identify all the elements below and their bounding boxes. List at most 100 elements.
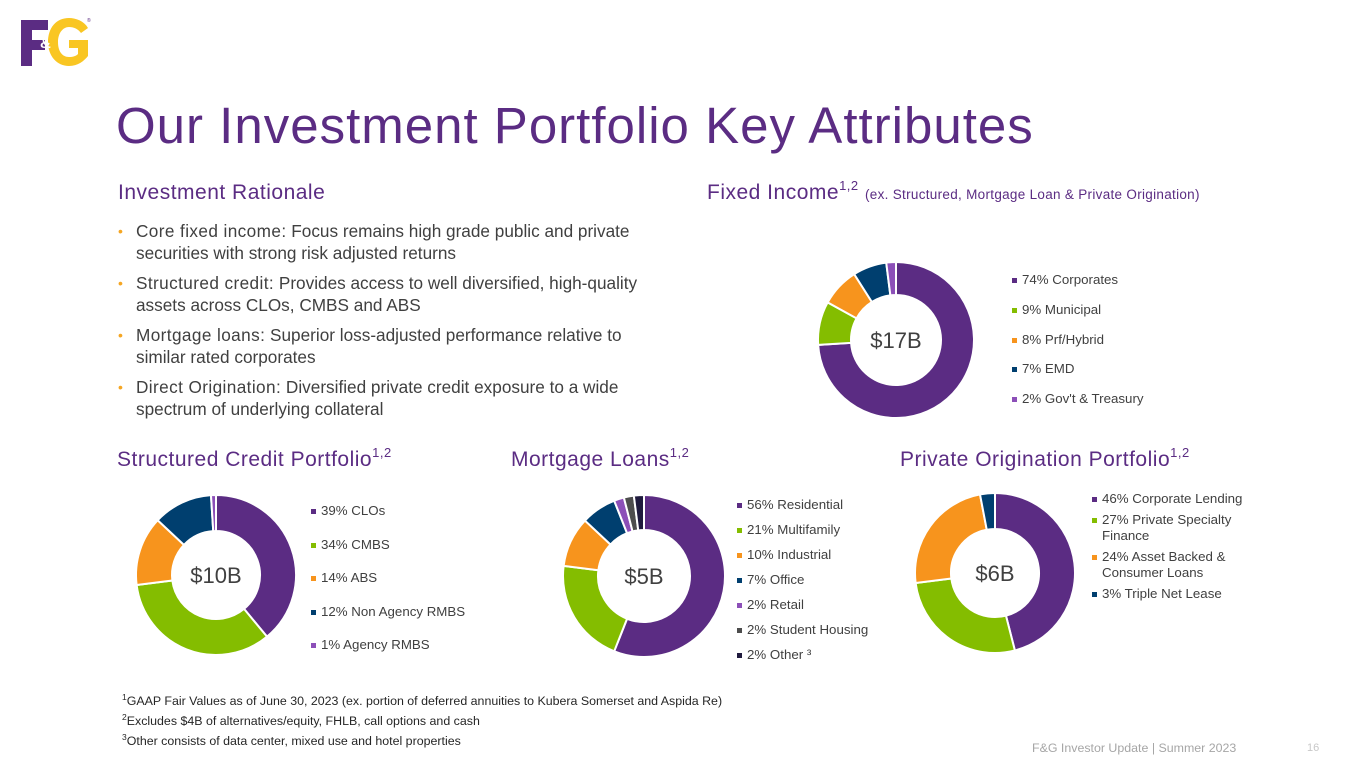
footnote: 2Excludes $4B of alternatives/equity, FH… [122,711,480,728]
legend-swatch [311,509,316,514]
legend-swatch [311,609,316,615]
investment-rationale-heading: Investment Rationale [118,181,326,204]
legend-label: 56% Residential [747,497,844,512]
legend-swatch [311,643,316,648]
bullet-dot-icon: • [118,327,123,343]
legend-item: 7% EMD [1012,361,1144,378]
legend-label: 39% CLOs [321,503,386,518]
bullet-dot-icon: • [118,275,123,291]
legend-item: 74% Corporates [1012,272,1144,289]
legend-swatch [1092,517,1097,523]
legend-label: 9% Municipal [1022,301,1102,317]
legend-item: 21% Multifamily [737,522,868,539]
legend-item: 2% Retail [737,597,868,614]
donut-slice-structured-0 [215,493,297,639]
donut-slice-fixed_income-4 [885,260,897,297]
legend-swatch [311,576,316,581]
legend-swatch [737,578,742,583]
legend-item: 14% ABS [311,570,465,587]
legend-label: 27% Private Specialty Finance [1102,511,1232,544]
legend-swatch [737,653,742,658]
donut-slice-private-3 [978,491,996,531]
legend-item: 2% Other ³ [737,647,868,664]
legend-label: 7% Office [747,572,805,587]
legend-item: 2% Student Housing [737,622,868,639]
page-number: 16 [1307,742,1320,754]
private-origination-heading: Private Origination Portfolio1,2 [900,445,1190,471]
page-title: Our Investment Portfolio Key Attributes [116,97,1034,154]
legend-item: 56% Residential [737,497,868,514]
legend-swatch [1012,367,1017,373]
legend-swatch [311,542,316,548]
legend-item: 46% Corporate Lending [1092,491,1252,508]
donut-slice-fixed_income-0 [817,260,975,419]
legend-label: 7% EMD [1022,361,1075,377]
legend-label: 14% ABS [321,570,378,585]
donut-slice-private-0 [994,491,1076,652]
donut-center-label: $6B [975,561,1014,586]
legend-item: 27% Private Specialty Finance [1092,512,1252,545]
legend-swatch [1092,554,1097,560]
fixed-income-heading: Fixed Income1,2 (ex. Structured, Mortgag… [707,178,1200,204]
legend-item: 24% Asset Backed & Consumer Loans [1092,549,1252,582]
legend-item: 2% Gov't & Treasury [1012,391,1144,408]
structured-credit-legend: 39% CLOs 34% CMBS 14% ABS 12% Non Agency RM… [311,503,465,654]
donut-slice-structured-4 [209,493,217,533]
legend-label: 12% Non Agency RMBS [321,603,466,619]
mortgage-loans-legend: 56% Residential 21% Multifamily 10% Indust… [737,497,868,664]
rationale-list: • Core fixed income: Focus remains high g… [118,220,658,428]
legend-label: 34% CMBS [321,536,390,552]
donut-center-label: $5B [624,564,663,589]
mortgage-loans-heading: Mortgage Loans1,2 [511,445,690,471]
legend-item: 39% CLOs [311,503,465,520]
legend-swatch [737,528,742,533]
legend-item: 34% CMBS [311,537,465,554]
svg-text:®: ® [87,17,91,24]
legend-swatch [1092,497,1097,502]
fixed-income-legend: 74% Corporates 9% Municipal 8% Prf/Hybrid 7… [1012,272,1144,408]
legend-item: 7% Office [737,572,868,589]
fixed-income-donut-chart: $17B [817,260,975,419]
rationale-item: • Direct Origination: Diversified private… [118,377,619,419]
legend-label: 2% Student Housing [747,622,869,637]
legend-label: 3% Triple Net Lease [1102,585,1222,601]
footnotes: 1GAAP Fair Values as of June 30, 2023 (e… [122,690,722,749]
legend-item: 12% Non Agency RMBS [311,604,465,621]
rationale-item: • Structured credit: Provides access to w… [118,273,638,315]
rationale-item: • Mortgage loans: Superior loss-adjusted … [118,325,622,367]
legend-swatch [737,503,742,508]
legend-label: 8% Prf/Hybrid [1022,331,1105,347]
legend-swatch [1012,278,1017,283]
legend-swatch [737,553,742,558]
legend-item: 9% Municipal [1012,302,1144,319]
structured-credit-donut-chart: $10B [135,493,297,656]
donut-slice-private-1 [914,577,1017,654]
legend-item: 10% Industrial [737,547,868,564]
structured-credit-heading: Structured Credit Portfolio1,2 [117,445,392,471]
mortgage-loans-donut-chart: $5B [562,493,726,658]
legend-label: 2% Other ³ [747,647,812,662]
legend-label: 2% Retail [747,597,804,612]
legend-label: 46% Corporate Lending [1102,491,1243,506]
legend-label: 1% Agency RMBS [321,637,430,652]
legend-label: 10% Industrial [747,547,832,562]
svg-text:&: & [40,35,51,52]
footnote: 1GAAP Fair Values as of June 30, 2023 (e… [122,692,723,709]
donut-slice-mortgage-0 [612,493,726,658]
private-origination-legend: 46% Corporate Lending 27% Private Special… [1092,491,1252,606]
bullet-dot-icon: • [118,379,123,395]
donut-slice-mortgage-6 [632,493,645,532]
legend-label: 2% Gov't & Treasury [1022,391,1144,407]
legend-label: 21% Multifamily [747,522,841,537]
legend-swatch [737,603,742,608]
legend-swatch [1012,307,1017,313]
legend-swatch [1012,397,1017,403]
donut-slice-mortgage-1 [562,564,629,653]
rationale-item: • Core fixed income: Focus remains high g… [118,221,630,263]
donut-center-label: $17B [870,328,921,353]
footnote: 3Other consists of data center, mixed us… [122,731,461,748]
legend-item: 1% Agency RMBS [311,637,465,654]
legend-item: 3% Triple Net Lease [1092,586,1252,603]
legend-swatch [1012,337,1017,343]
bullet-dot-icon: • [118,223,123,239]
